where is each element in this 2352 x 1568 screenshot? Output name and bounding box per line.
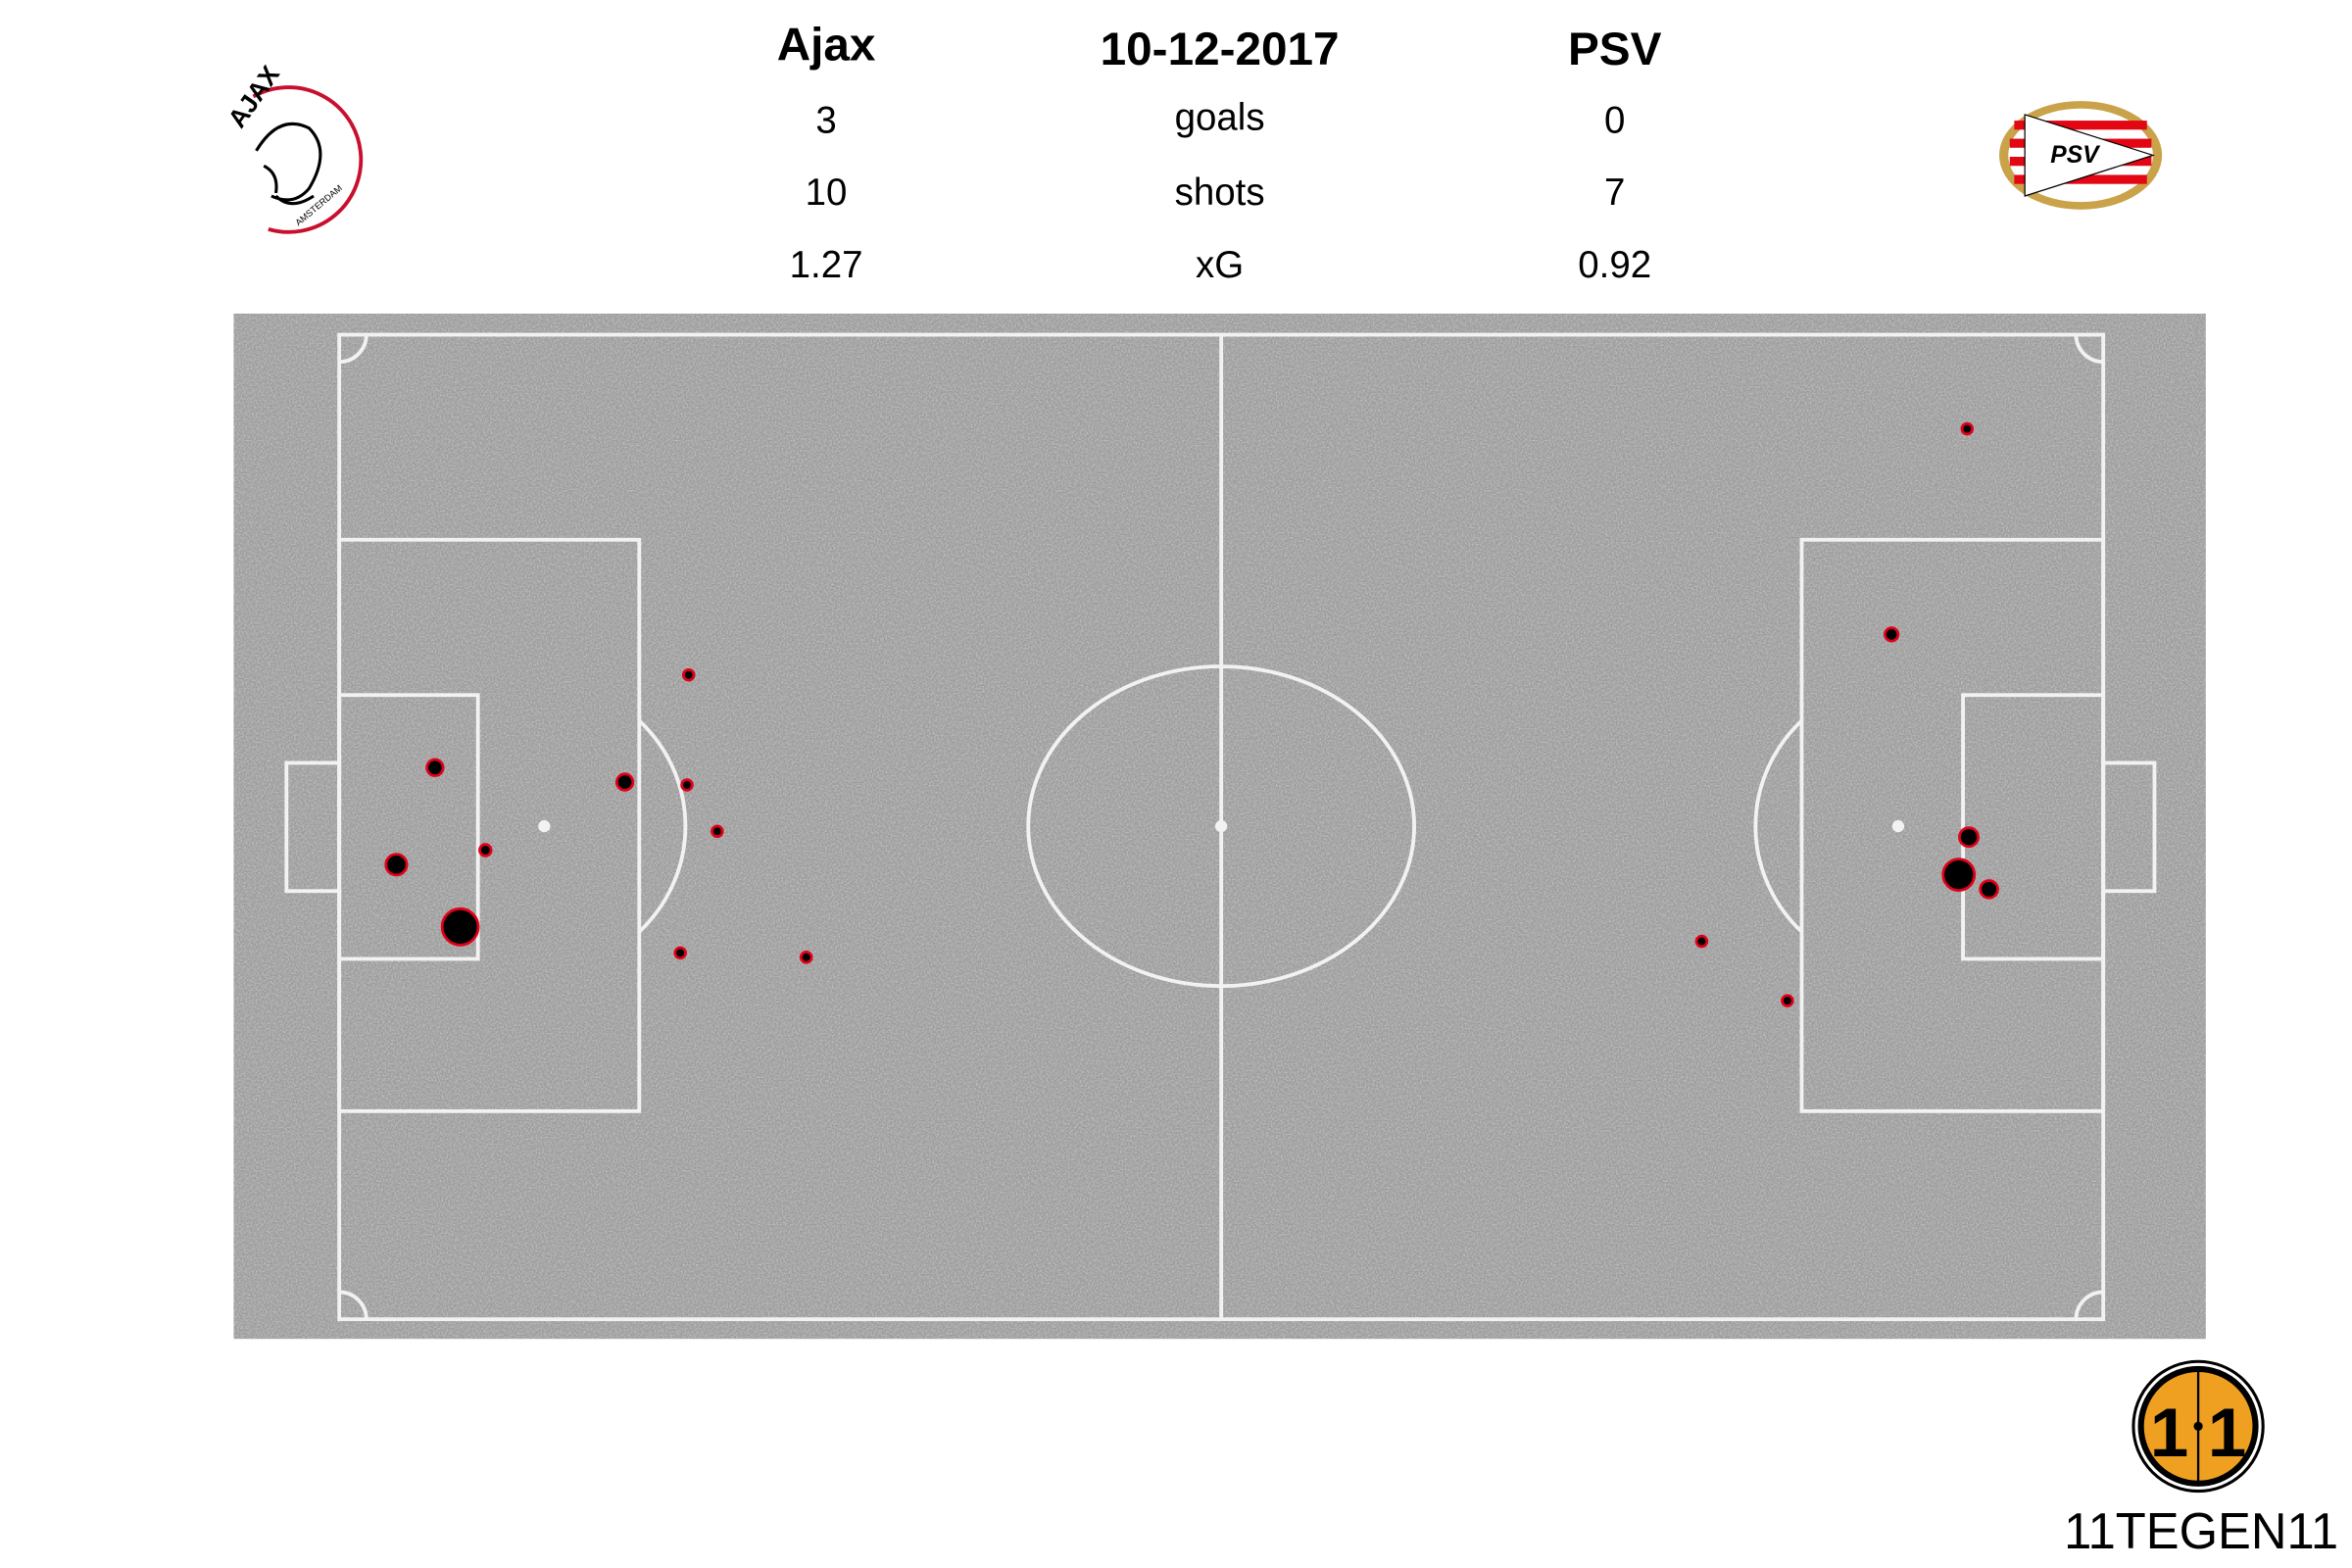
brand-wordmark: 11TEGEN11	[2064, 1503, 2338, 1560]
goals-label: goals	[1175, 96, 1265, 138]
shot-ajax-9	[673, 946, 687, 960]
shot-psv-5	[1979, 879, 1999, 900]
shot-ajax-10	[799, 951, 813, 964]
svg-text:AMSTERDAM: AMSTERDAM	[293, 183, 344, 228]
shot-psv-7	[1781, 994, 1794, 1007]
shot-psv-1	[1960, 421, 1975, 436]
shot-ajax-1	[681, 667, 696, 682]
shot-psv-2	[1884, 626, 1900, 643]
match-header: Ajax 10-12-2017 PSV 3 goals 0 10 shots 7…	[777, 20, 1662, 287]
11tegen11-logo: 1 1 11TEGEN11	[2064, 1359, 2338, 1560]
home-xg: 1.27	[790, 244, 863, 286]
away-shots: 7	[1604, 172, 1625, 214]
shot-ajax-4	[680, 778, 694, 792]
shot-psv-4	[1941, 858, 1977, 892]
shot-ajax-3	[614, 772, 635, 792]
pitch	[233, 314, 2206, 1340]
shot-ajax-6	[478, 843, 493, 858]
shot-ajax-5	[710, 824, 724, 839]
shot-ajax-7	[384, 853, 409, 877]
ajax-logo: AJAX AMSTERDAM	[221, 60, 364, 234]
shot-markers	[384, 421, 1999, 1007]
psv-logo: PSV	[1999, 101, 2163, 210]
home-shots: 10	[806, 172, 848, 214]
svg-text:1 1: 1 1	[2150, 1394, 2246, 1471]
home-team-name: Ajax	[777, 20, 876, 72]
xg-label: xG	[1196, 244, 1244, 286]
shot-ajax-8	[440, 906, 480, 947]
shots-label: shots	[1175, 172, 1265, 214]
home-goals: 3	[815, 99, 836, 141]
away-team-name: PSV	[1568, 24, 1662, 75]
away-goals: 0	[1604, 99, 1625, 141]
svg-text:PSV: PSV	[2050, 142, 2101, 169]
match-date: 10-12-2017	[1101, 24, 1340, 75]
svg-text:AJAX: AJAX	[221, 60, 285, 133]
shot-ajax-2	[425, 758, 445, 777]
shot-psv-6	[1694, 934, 1709, 949]
away-xg: 0.92	[1578, 244, 1651, 286]
shot-psv-3	[1958, 826, 1980, 849]
